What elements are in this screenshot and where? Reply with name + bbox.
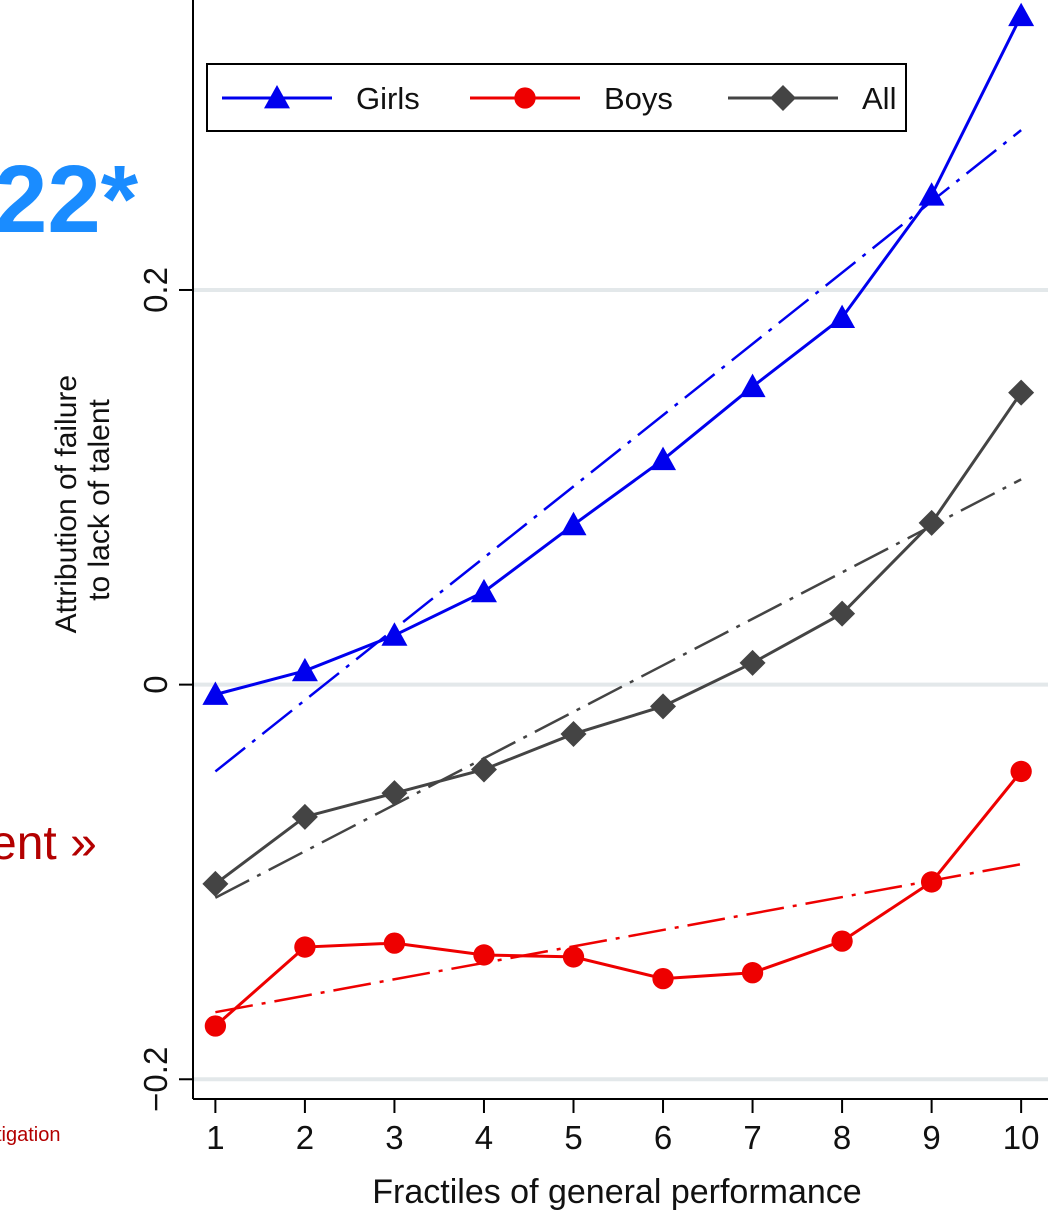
triangle-marker [650,446,677,471]
y-tick-label: −0.2 [137,1047,174,1112]
circle-marker [741,962,764,984]
background-stat-fragment: 22* [0,146,139,253]
circle-marker [383,932,406,954]
diamond-marker [560,720,587,747]
axes [179,0,1048,1113]
series-line-girls [214,15,1023,696]
series-lines [202,2,1035,1037]
triangle-marker [264,85,290,109]
triangle-marker [202,681,229,705]
x-tick-label: 9 [922,1119,940,1156]
y-axis-label-line-1: Attribution of failure [50,375,83,633]
circle-marker [831,930,853,952]
x-tick-label: 2 [296,1119,314,1156]
x-tick-label: 7 [743,1119,761,1156]
background-claim-fragment: ent » [0,817,97,870]
y-tick-label: 0.2 [137,267,174,313]
fit-line-boys [215,862,1022,1014]
series-line-boys [214,770,1023,1028]
y-tick-label: 0 [137,675,174,693]
circle-marker [920,871,943,893]
diamond-marker [470,756,497,783]
circle-marker [473,944,495,966]
y-axis-label-line-2: to lack of talent [83,398,116,600]
triangle-marker [1008,2,1035,27]
x-tick-label: 1 [206,1119,224,1156]
diamond-marker [770,85,796,111]
y-axis-label: Attribution of failure to lack of talent [50,367,116,634]
legend-label: Boys [604,81,673,116]
x-tick-label: 10 [1003,1119,1040,1156]
triangle-marker [829,304,856,329]
diamond-marker [829,600,856,627]
triangle-marker [381,622,408,646]
x-tick-label: 6 [654,1119,672,1156]
background-source-fragment: tigation [0,1124,61,1146]
legend-label: Girls [356,81,420,116]
legend: Girls Boys All [206,63,907,132]
fit-line-girls [214,129,1022,773]
diamond-marker [291,803,318,830]
triangle-marker [560,511,587,536]
diamond-marker [918,509,945,536]
x-tick-label: 3 [385,1119,403,1156]
x-tick-label: 8 [833,1119,851,1156]
gridlines [193,287,1048,1082]
circle-marker [514,87,536,109]
tick-labels: 1 2 3 4 5 6 7 8 9 10 −0.2 0 0.2 [137,267,1040,1156]
circle-marker [1010,760,1032,783]
triangle-marker [470,578,497,603]
triangle-marker [918,182,945,206]
triangle-marker [739,373,766,398]
circle-marker [204,1015,227,1037]
diamond-marker [650,693,677,720]
diamond-marker [739,649,766,676]
diamond-marker [381,780,408,807]
fit-lines [214,129,1022,1014]
diamond-marker [202,870,229,897]
x-tick-label: 4 [475,1119,493,1156]
x-axis-label: Fractiles of general performance [372,1173,861,1211]
circle-marker [294,936,316,958]
series-line-all [214,391,1023,886]
x-tick-label: 5 [564,1119,582,1156]
fit-line-all [214,478,1022,899]
triangle-marker [291,657,318,682]
diamond-marker [1008,379,1035,406]
circle-marker [652,967,674,990]
legend-label: All [862,81,896,116]
circle-marker [562,946,585,968]
